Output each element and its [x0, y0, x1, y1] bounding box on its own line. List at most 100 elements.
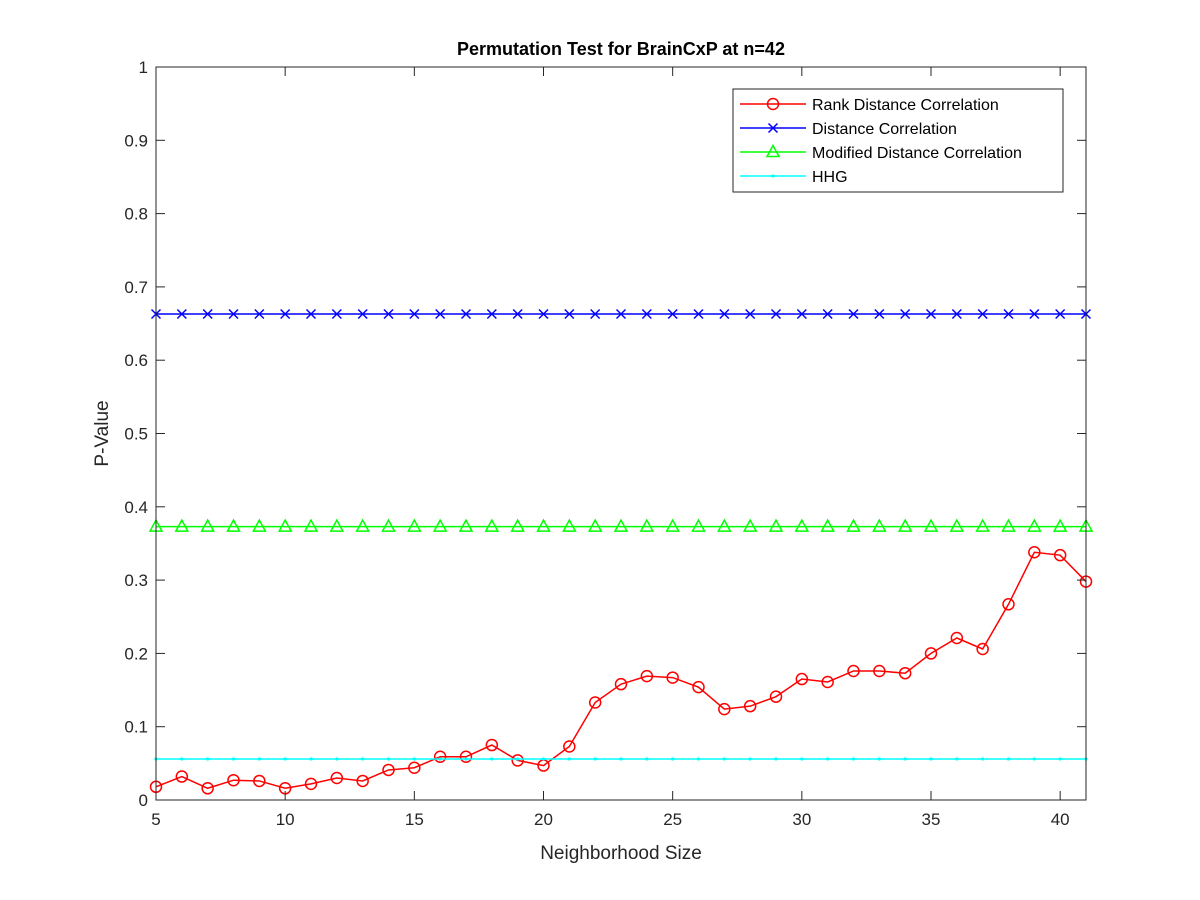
series-2-point-24 — [745, 308, 756, 320]
series-4-point-20 — [645, 757, 649, 761]
series-3-point-12 — [432, 518, 448, 532]
series-3-point-26 — [794, 518, 810, 532]
series-1-point-14 — [485, 738, 499, 752]
series-4-point-19 — [619, 757, 623, 761]
series-1-point-20 — [640, 669, 654, 683]
series-1-point-22 — [692, 680, 705, 694]
series-3-point-16 — [536, 518, 551, 532]
series-3-point-2 — [174, 518, 190, 532]
series-4-point-22 — [696, 757, 701, 761]
series-4-point-3 — [206, 757, 210, 761]
series-2-point-36 — [1055, 308, 1066, 320]
series-1-point-35 — [1028, 545, 1041, 559]
y-tick-label-8: 0.7 — [124, 278, 148, 297]
x-tick-label-8: 40 — [1051, 810, 1070, 829]
series-4-point-16 — [541, 757, 546, 761]
ticks-layer: 5 10 15 20 25 30 35 40 0 0.1 0.2 0.3 0.4 0.5 0.6 0.7 0.8… — [124, 58, 1086, 829]
series-4-point-23 — [722, 757, 726, 761]
series-4-point-15 — [516, 757, 520, 761]
series-1-point-24 — [743, 699, 757, 713]
series-4-point-34 — [1006, 757, 1011, 761]
series-2-point-25 — [770, 308, 782, 320]
series-3-point-34 — [1001, 518, 1016, 532]
series-2-point-10 — [383, 308, 394, 320]
series-1-point-8 — [330, 771, 344, 785]
series-3-point-11 — [407, 518, 422, 532]
series-2-point-7 — [305, 308, 317, 320]
legend: Rank Distance Correlation Distance Correl… — [732, 88, 1064, 193]
legend-box — [732, 88, 1064, 193]
x-axis-label: Neighborhood Size — [540, 843, 702, 864]
series-4-point-31 — [929, 757, 933, 761]
series-3-point-21 — [665, 518, 680, 532]
series-2-point-28 — [848, 308, 859, 320]
x-tick-label-3: 15 — [405, 810, 424, 829]
y-tick-label-6: 0.5 — [124, 425, 148, 444]
series-1-point-19 — [614, 677, 628, 691]
series-2-point-33 — [977, 308, 988, 320]
series-1-point-26 — [795, 672, 809, 686]
legend-marker-3 — [765, 143, 781, 158]
series-2-point-11 — [409, 308, 420, 320]
series-2-point-13 — [460, 308, 472, 320]
series-4 — [154, 757, 1088, 761]
series-2-point-6 — [280, 308, 291, 320]
series-2-point-31 — [925, 308, 937, 320]
series-layer — [148, 308, 1094, 795]
legend-entry-1: Rank Distance Correlation — [740, 97, 999, 114]
series-3-point-13 — [458, 518, 474, 532]
series-3-point-10 — [381, 518, 396, 532]
series-3-point-19 — [613, 518, 629, 532]
series-3-point-20 — [639, 518, 655, 532]
legend-marker-4 — [771, 174, 775, 178]
series-4-point-35 — [1032, 757, 1036, 761]
series-2-point-30 — [900, 308, 911, 320]
series-4-point-4 — [231, 757, 236, 761]
series-2-point-29 — [874, 308, 885, 320]
series-3-point-33 — [975, 518, 990, 532]
series-4-point-7 — [309, 757, 313, 761]
series-2-point-5 — [254, 308, 265, 320]
series-2-point-19 — [615, 308, 627, 320]
series-2 — [150, 308, 1092, 320]
series-2-point-8 — [331, 308, 342, 320]
series-2-point-27 — [822, 308, 833, 320]
series-3-point-4 — [226, 518, 241, 532]
series-1-point-28 — [847, 664, 860, 678]
series-1-point-9 — [356, 774, 369, 788]
y-tick-label-3: 0.2 — [124, 644, 148, 663]
series-2-point-3 — [202, 308, 213, 320]
x-tick-label-4: 20 — [534, 810, 553, 829]
series-3-point-14 — [484, 518, 500, 532]
series-4-point-14 — [490, 757, 494, 761]
series-1-point-25 — [769, 690, 783, 703]
series-1 — [149, 545, 1093, 795]
series-3-point-18 — [587, 518, 603, 532]
series-1-point-17 — [563, 740, 576, 753]
series-3-point-24 — [742, 518, 758, 532]
series-2-point-14 — [486, 308, 497, 320]
series-3-point-22 — [691, 518, 706, 532]
x-tick-label-1: 5 — [151, 810, 160, 829]
series-1-point-34 — [1002, 598, 1015, 611]
series-1-point-18 — [588, 696, 602, 709]
y-tick-label-10: 0.9 — [124, 131, 148, 150]
legend-marker-2 — [767, 122, 779, 134]
chart-title: Permutation Test for BrainCxP at n=42 — [457, 39, 785, 59]
series-1-point-3 — [201, 782, 214, 795]
series-2-point-4 — [228, 308, 239, 320]
series-2-point-15 — [512, 308, 523, 320]
series-2-point-21 — [667, 308, 678, 320]
series-4-point-9 — [361, 757, 365, 761]
series-1-point-21 — [666, 671, 679, 684]
series-1-point-13 — [459, 750, 473, 764]
series-2-point-12 — [435, 308, 446, 320]
y-tick-label-9: 0.8 — [124, 205, 148, 224]
series-3-point-17 — [562, 518, 577, 532]
series-4-point-10 — [386, 757, 391, 761]
series-2-point-16 — [538, 308, 549, 320]
series-1-point-2 — [175, 770, 189, 783]
y-tick-label-1: 0 — [139, 791, 148, 810]
series-4-point-2 — [180, 757, 184, 761]
